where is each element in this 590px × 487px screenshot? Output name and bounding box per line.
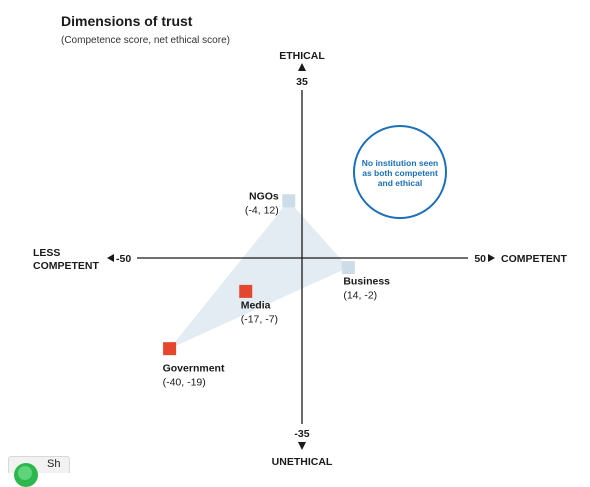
markers-layer [163,194,355,356]
shaded-region-layer [169,200,349,349]
arrow-up-icon [298,63,306,71]
trust-chart: Dimensions of trust (Competence score, n… [33,13,568,468]
marker-media [239,284,253,298]
arrow-left-icon [107,254,114,262]
annotation-text-line: as both competent [362,168,438,178]
x-tick-label-min: -50 [116,253,131,265]
marker-business [341,261,355,275]
axes: 35-35-50 50ETHICALUNETHICALCOMPETENTLESSC… [33,50,568,468]
y-axis-label-negative: UNETHICAL [272,456,333,468]
x-axis-label-negative-line: LESS [33,247,60,259]
arrow-right-icon [488,254,495,262]
point-coords-business: (14, -2) [343,290,377,302]
annotation-circle [353,125,447,219]
share-button[interactable]: Sh [8,456,70,487]
share-icon [14,463,38,487]
y-axis-label-positive: ETHICAL [279,50,325,62]
x-axis-label-negative-line: COMPETENT [33,260,100,272]
x-tick-label-max: 50 [474,253,486,265]
y-tick-label-min: -35 [294,428,309,440]
point-name-ngos: NGOs [249,191,279,203]
marker-ngos [282,194,296,208]
point-name-business: Business [343,276,390,288]
chart-title: Dimensions of trust [61,13,193,29]
point-name-media: Media [241,299,271,311]
annotation-text-line: and ethical [378,178,422,188]
shaded-region [169,200,349,349]
share-label: Sh [47,458,61,470]
point-labels-layer: NGOs (-4, 12) Business (14, -2) Media (-17, -… [163,191,391,389]
annotation-text-line: No institution seen [362,158,439,168]
point-coords-ngos: (-4, 12) [245,205,279,217]
marker-government [163,342,177,356]
y-tick-label-max: 35 [296,76,308,88]
point-coords-government: (-40, -19) [163,377,206,389]
chart-subtitle: (Competence score, net ethical score) [61,35,230,46]
arrow-down-icon [298,442,306,450]
point-name-government: Government [163,363,225,375]
x-axis-label-positive: COMPETENT [501,253,568,265]
point-coords-media: (-17, -7) [241,313,278,325]
